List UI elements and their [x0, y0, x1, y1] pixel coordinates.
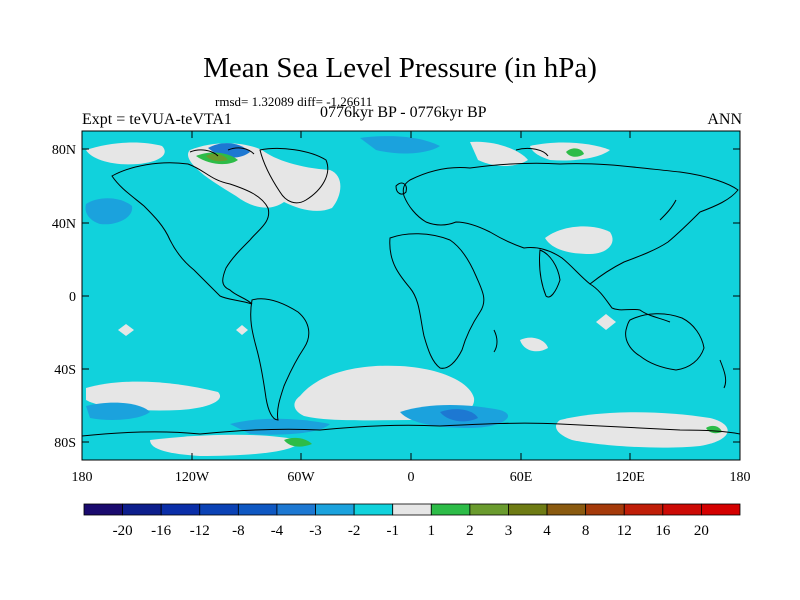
lat-label-40n: 40N: [52, 217, 76, 232]
field-lightblue-2: [360, 136, 440, 154]
colorbar-label: 2: [466, 523, 474, 539]
colorbar-label: 16: [655, 523, 671, 539]
colorbar-box: [701, 503, 741, 516]
field-arctic-grey-e: [470, 141, 528, 166]
field-midblue-2: [440, 409, 478, 422]
field-asia-grey: [545, 226, 613, 254]
colorbar-box: [315, 503, 355, 516]
coast-uk: [395, 182, 407, 195]
colorbar: [83, 503, 741, 516]
colorbar-box: [392, 503, 432, 516]
colorbar-box: [508, 503, 548, 516]
coast-australia: [625, 313, 705, 371]
field-scatter-grey-3: [118, 324, 134, 336]
field-green-3: [566, 148, 584, 157]
lon-label-120w: 120W: [175, 470, 210, 485]
field-scatter-grey-4: [236, 325, 248, 335]
colorbar-label: -1: [386, 523, 399, 539]
coast-north-america: [111, 162, 270, 305]
field-lightblue-3: [86, 402, 150, 420]
field-antarctic-grey: [150, 434, 300, 456]
colorbar-box: [353, 503, 394, 516]
coast-india: [539, 249, 561, 298]
colorbar-label: -2: [348, 523, 361, 539]
experiment-label: Expt = teVUA-teVTA1: [82, 111, 232, 128]
field-southern-grey-e: [556, 412, 728, 448]
colorbar-box: [199, 503, 239, 516]
colorbar-box: [83, 503, 123, 516]
lon-label-180e: 180: [730, 470, 751, 485]
season-label: ANN: [707, 111, 742, 128]
chart-title: Mean Sea Level Pressure (in hPa): [203, 52, 597, 84]
field-green-4: [284, 437, 312, 447]
colorbar-label: 8: [582, 523, 590, 539]
lat-label-80s: 80S: [54, 436, 76, 451]
coast-southeast-asia: [589, 283, 671, 323]
colorbar-label: -12: [190, 523, 210, 539]
lat-tick-labels: 80N 40N 0 40S 80S: [52, 143, 76, 451]
colorbar-box: [585, 503, 625, 516]
colorbar-box: [430, 503, 471, 516]
coastlines: [82, 147, 740, 437]
colorbar-box: [160, 503, 201, 516]
map-panel: [82, 131, 740, 460]
period-label: 0776kyr BP - 0776kyr BP: [320, 104, 487, 121]
field-scatter-grey-1: [520, 337, 548, 352]
colorbar-label: 20: [694, 523, 709, 539]
coast-antarctica: [82, 422, 740, 437]
lat-label-0: 0: [69, 290, 76, 305]
lon-label-60e: 60E: [510, 470, 533, 485]
lon-tick-labels: 180 120W 60W 0 60E 120E 180: [72, 470, 751, 485]
colorbar-box: [662, 503, 702, 516]
colorbar-box: [276, 503, 316, 516]
lat-ticks: [82, 148, 740, 443]
lon-label-120e: 120E: [615, 470, 645, 485]
colorbar-label: -4: [271, 523, 284, 539]
field-arctic-grey-w: [86, 142, 165, 165]
coast-madagascar: [493, 329, 498, 353]
colorbar-labels: -20 -16 -12 -8 -4 -3 -2 -1 1 2 3 4 8 12 16 20: [113, 523, 709, 539]
coast-greenland: [259, 147, 329, 204]
stats-text: rmsd= 1.32089 diff= -1.26611: [215, 94, 373, 109]
colorbar-box: [237, 503, 278, 516]
colorbar-box: [623, 503, 664, 516]
coast-eurasia: [402, 162, 739, 285]
lon-ticks: [81, 131, 741, 460]
colorbar-label: 1: [428, 523, 436, 539]
colorbar-label: 4: [543, 523, 551, 539]
coast-japan: [659, 199, 677, 221]
colorbar-label: 12: [617, 523, 632, 539]
colorbar-box: [546, 503, 587, 516]
field-green-2: [206, 153, 228, 162]
field-lightblue-1: [85, 198, 133, 225]
colorbar-label: -3: [309, 523, 322, 539]
colorbar-label: 3: [505, 523, 513, 539]
coast-south-america: [250, 298, 310, 421]
colorbar-label: -8: [232, 523, 245, 539]
field-lightblue-5: [230, 418, 330, 435]
colorbar-label: -20: [113, 523, 133, 539]
field-scatter-grey-2: [596, 314, 616, 330]
lat-label-40s: 40S: [54, 363, 76, 378]
lon-label-180w: 180: [72, 470, 93, 485]
colorbar-label: -16: [151, 523, 171, 539]
colorbar-box: [122, 503, 162, 516]
coast-new-zealand: [719, 359, 727, 389]
colorbar-box: [469, 503, 509, 516]
coast-africa: [389, 233, 485, 369]
lon-label-0: 0: [408, 470, 415, 485]
lat-label-80n: 80N: [52, 143, 76, 158]
lon-label-60w: 60W: [287, 470, 315, 485]
coast-arctic-islands: [189, 147, 549, 157]
